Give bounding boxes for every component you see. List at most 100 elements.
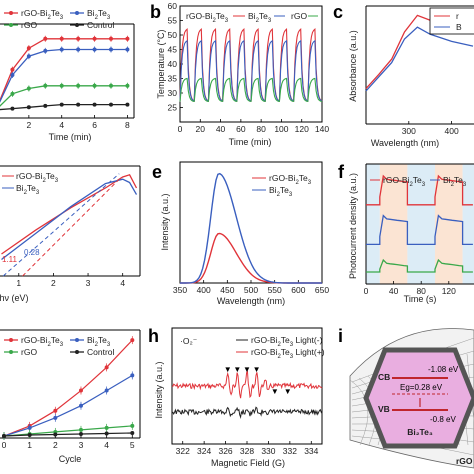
g-legend-control-label: Control — [87, 347, 115, 357]
e-x-tick-label: 650 — [315, 285, 329, 295]
text-run: 3 — [60, 342, 64, 348]
a-series-line — [0, 48, 128, 103]
b-x-tick-label: 100 — [274, 124, 288, 134]
text-run: Control — [87, 347, 115, 357]
e-xlabel: Wavelength (nm) — [217, 296, 285, 306]
text-run: rGO — [21, 20, 37, 30]
text-run: Te — [281, 335, 290, 345]
text-run: Te — [454, 175, 463, 185]
b-x-tick-label: 80 — [256, 124, 266, 134]
g-legend-bi2te3-label: Bi2Te3 — [87, 335, 111, 348]
g-legend-rgo-bi2te3-label: rGO-Bi2Te3 — [21, 335, 64, 348]
c-x-tick-label: 400 — [445, 126, 459, 136]
text-run: rGO-Bi — [21, 8, 48, 18]
text-run: rGO — [291, 11, 307, 21]
b-series-line — [179, 77, 323, 103]
text-run: Bi — [443, 175, 451, 185]
text-run: Te — [51, 8, 60, 18]
h-ylabel: Intensity (a.u.) — [154, 361, 164, 418]
rgo-label: rGO — [456, 456, 473, 466]
c-series-line — [365, 26, 474, 92]
text-run: 2 — [95, 342, 99, 348]
vb-label: VB — [378, 404, 390, 414]
g-series-line — [3, 374, 133, 437]
b-x-tick-label: 60 — [236, 124, 246, 134]
d-series-line-rgo-bi2te3 — [1, 174, 138, 255]
h-peak-marker: ▼ — [233, 365, 241, 374]
eg-label: Eg=0.28 eV — [400, 383, 443, 392]
panel-letter-e: e — [152, 162, 162, 182]
g-legend-rgo-label: rGO — [21, 347, 37, 357]
a-x-tick-label: 6 — [92, 120, 97, 130]
h-legend-light-on: rGO-Bi2Te3 Light(+) — [251, 347, 325, 360]
b-y-tick-label: 25 — [168, 103, 178, 113]
bi2te3-label: Bi₂Te₃ — [407, 427, 433, 437]
d-x-tick-label: 1 — [16, 278, 21, 288]
g-data-point — [78, 431, 83, 436]
text-run: Bi — [269, 185, 277, 195]
text-run: Bi — [87, 8, 95, 18]
h-peak-marker: ▼ — [224, 365, 232, 374]
h-xlabel: Magnetic Field (G) — [211, 458, 285, 468]
b-legend-rgo-bi2te3: rGO-Bi2Te3 — [186, 11, 229, 24]
panel-letter-i: i — [338, 326, 343, 346]
f-light-band — [407, 164, 435, 284]
e-x-tick-label: 600 — [291, 285, 305, 295]
g-x-tick-label: 4 — [104, 440, 109, 450]
e-x-tick-label: 400 — [197, 285, 211, 295]
c-legend-label-bi2te3: B — [456, 22, 462, 32]
e-legend-bi2te3: Bi2Te3 — [269, 185, 293, 198]
panel-letter-b: b — [150, 2, 161, 22]
a-series-line — [0, 85, 128, 107]
e-x-tick-label: 350 — [173, 285, 187, 295]
b-xlabel: Time (min) — [229, 137, 272, 147]
text-run: 2 — [277, 192, 281, 198]
h-title: ·O₂⁻ — [180, 336, 198, 346]
f-legend-rgo-bi2te3: rGO-Bi2Te3 — [383, 175, 426, 188]
a-series-line — [0, 103, 128, 111]
text-run: 2 — [409, 182, 413, 188]
g-data-point — [2, 433, 6, 438]
text-run: 2 — [47, 342, 51, 348]
g-data-point — [104, 431, 109, 436]
h-legend-light-off: rGO-Bi2Te3 Light(-) — [251, 335, 323, 348]
e-legend-rgo-bi2te3: rGO-Bi2Te3 — [269, 173, 312, 186]
a-x-tick-label: 8 — [125, 120, 130, 130]
g-x-tick-label: 0 — [2, 440, 7, 450]
g-legend-rgo-marker — [9, 350, 13, 354]
text-run: Light(+) — [293, 347, 325, 357]
f-light-band — [366, 164, 380, 284]
b-x-tick-label: 40 — [216, 124, 226, 134]
text-run: 3 — [36, 190, 40, 196]
b-y-tick-label: 55 — [168, 16, 178, 26]
a-data-point — [109, 102, 113, 107]
g-data-point — [53, 432, 58, 437]
panel-letter-h: h — [148, 326, 159, 346]
b-y-tick-label: 45 — [168, 45, 178, 55]
b-y-tick-label: 35 — [168, 74, 178, 84]
a-data-point — [76, 102, 81, 107]
g-legend-rgo-bi2te3-marker — [9, 338, 13, 342]
b-legend-bi2te3: Bi2Te3 — [248, 11, 272, 24]
cb-energy-label: -1.08 eV — [428, 365, 459, 374]
a-legend-rgo-bi2te3-label: rGO-Bi2Te3 — [21, 8, 64, 21]
a-data-point — [43, 103, 48, 108]
f-series-line — [366, 174, 473, 206]
c-legend-box — [429, 7, 474, 35]
text-run: 2 — [42, 178, 46, 184]
text-run: 3 — [268, 18, 272, 24]
g-x-tick-label: 2 — [53, 440, 58, 450]
text-run: 3 — [308, 180, 312, 186]
text-run: 2 — [24, 190, 28, 196]
text-run: 2 — [47, 15, 51, 21]
text-run: Te — [216, 11, 225, 21]
text-run: rGO — [21, 347, 37, 357]
f-legend-bi2te3: Bi2Te3 — [443, 175, 467, 188]
text-run: Te — [98, 8, 107, 18]
c-ylabel: Absorbance (a.u.) — [348, 30, 358, 102]
a-legend-rgo-bi2te3-marker — [9, 11, 13, 15]
e-ylabel: Intensity (a.u.) — [160, 193, 170, 250]
h-x-tick-label: 326 — [218, 446, 232, 456]
text-run: 2 — [451, 182, 455, 188]
